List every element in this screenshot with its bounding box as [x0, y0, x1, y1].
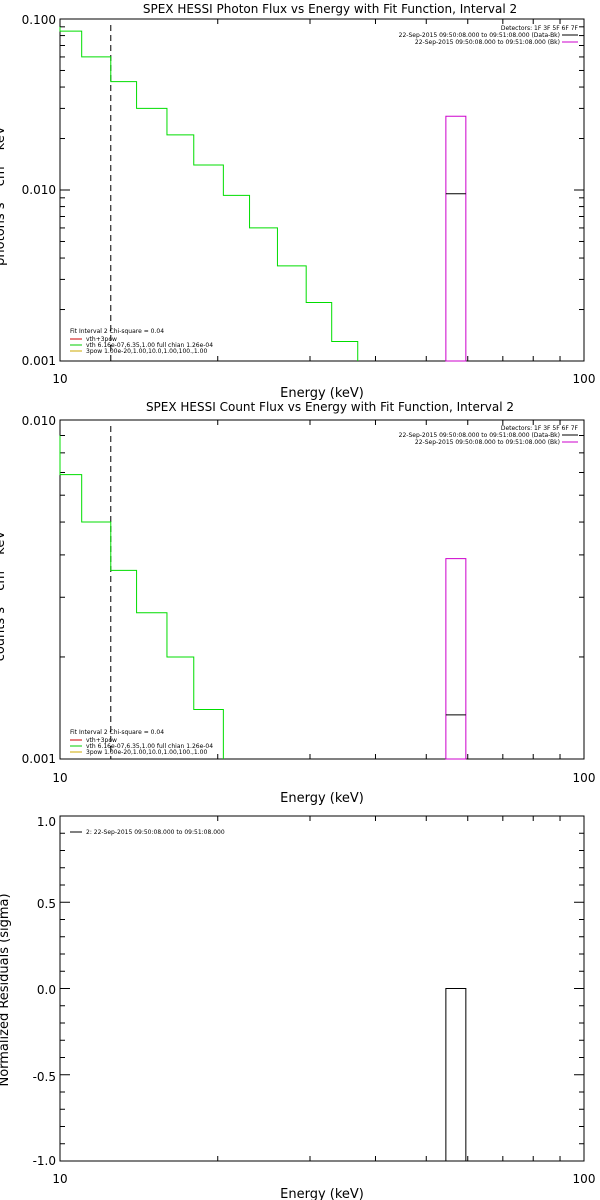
photon-flux-legend-3pow: 3pow 1.00e-20,1.00,10.0,1.00,100.,1.00: [86, 348, 207, 355]
count-flux-legend-vth: vth 6.16e-07,6.35,1.00 full chian 1.26e-…: [86, 743, 213, 750]
count-flux-legend-3pow: 3pow 1.00e-20,1.00,10.0,1.00,100.,1.00: [86, 749, 207, 756]
residuals-ytick-neg05: -0.5: [33, 1070, 56, 1084]
count-flux-xtick-100: 100: [573, 771, 596, 785]
residuals-xtick-100: 100: [573, 1172, 596, 1186]
residuals-panel: Energy (keV) Normalized Residuals (sigma…: [0, 815, 595, 1200]
count-flux-background-box: [445, 558, 467, 760]
count-flux-time-label-data: 22-Sep-2015 09:50:08.000 to 09:51:08.000…: [399, 432, 560, 439]
residuals-ytick-0: 0.0: [37, 983, 56, 997]
count-flux-time-label-bk: 22-Sep-2015 09:50:08.000 to 09:51:08.000…: [415, 439, 560, 446]
photon-flux-xtick-100: 100: [573, 372, 596, 386]
photon-flux-fit-info: Fit Interval 2 Chi-square = 0.04: [70, 328, 164, 335]
photon-flux-panel: SPEX HESSI Photon Flux vs Energy with Fi…: [0, 2, 595, 401]
photon-flux-background-box: [445, 115, 467, 362]
photon-flux-ytick-0.001: 0.001: [22, 354, 56, 368]
residuals-xlabel: Energy (keV): [280, 1187, 364, 1200]
residuals-plot-frame: [59, 815, 585, 1162]
count-flux-xlabel: Energy (keV): [280, 791, 364, 806]
photon-flux-legend-vth: vth 6.16e-07,6.35,1.00 full chian 1.26e-…: [86, 342, 213, 349]
count-flux-fit-info: Fit Interval 2 Chi-square = 0.04: [70, 729, 164, 736]
photon-flux-detectors: Detectors: 1F 3F 5F 6F 7F: [501, 25, 579, 32]
photon-flux-title: SPEX HESSI Photon Flux vs Energy with Fi…: [143, 2, 517, 16]
photon-flux-ytick-0.100: 0.100: [22, 13, 56, 27]
count-flux-panel: SPEX HESSI Count Flux vs Energy with Fit…: [0, 400, 595, 806]
residuals-ytick-1: 1.0: [37, 815, 56, 829]
count-flux-ytick-0.001: 0.001: [22, 752, 56, 766]
count-flux-ylabel: counts s⁻¹ cm⁻² keV⁻¹: [0, 519, 8, 662]
photon-flux-fit-curve: [59, 26, 359, 361]
photon-flux-ytick-0.010: 0.010: [22, 183, 56, 197]
photon-flux-time-label-data: 22-Sep-2015 09:50:08.000 to 09:51:08.000…: [399, 32, 560, 39]
count-flux-xtick-10: 10: [52, 771, 67, 785]
count-flux-ytick-0.010: 0.010: [22, 414, 56, 428]
count-flux-plot-frame: [59, 419, 585, 760]
count-flux-detectors: Detectors: 1F 3F 5F 6F 7F: [501, 425, 579, 432]
residuals-ytick-neg1: -1.0: [33, 1154, 56, 1168]
residuals-ylabel: Normalized Residuals (sigma): [0, 893, 12, 1086]
count-flux-title: SPEX HESSI Count Flux vs Energy with Fit…: [146, 400, 514, 414]
photon-flux-time-label-bk: 22-Sep-2015 09:50:08.000 to 09:51:08.000…: [415, 39, 560, 46]
count-flux-fit-curve: [59, 435, 224, 759]
photon-flux-ylabel: photons s⁻¹ cm⁻² keV⁻¹: [0, 114, 8, 266]
count-flux-legend-total: vth+3pow: [86, 737, 117, 744]
residuals-xtick-10: 10: [52, 1172, 67, 1186]
photon-flux-legend-total: vth+3pow: [86, 336, 117, 343]
photon-flux-plot-frame: [59, 18, 585, 362]
residuals-residual-bar: [445, 988, 467, 1162]
residuals-ytick-05: 0.5: [37, 897, 56, 911]
photon-flux-xtick-10: 10: [52, 372, 67, 386]
photon-flux-xlabel: Energy (keV): [280, 386, 364, 401]
residuals-legend: 2: 22-Sep-2015 09:50:08.000 to 09:51:08.…: [86, 829, 225, 836]
